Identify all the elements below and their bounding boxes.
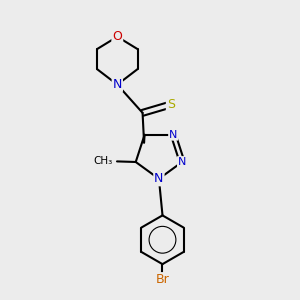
Text: N: N xyxy=(169,130,177,140)
Text: N: N xyxy=(112,78,122,91)
Text: S: S xyxy=(167,98,175,111)
Text: N: N xyxy=(178,157,186,167)
Text: N: N xyxy=(154,172,164,185)
Text: CH₃: CH₃ xyxy=(93,156,112,167)
Text: O: O xyxy=(112,30,122,43)
Text: Br: Br xyxy=(156,273,170,286)
